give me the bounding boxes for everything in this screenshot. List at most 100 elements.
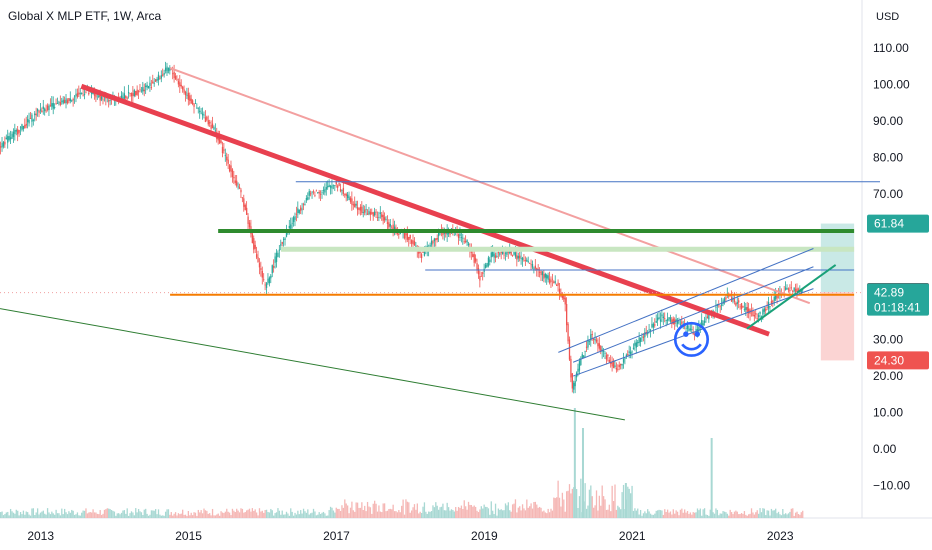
candle-body [465, 240, 467, 242]
trendline[interactable] [572, 266, 814, 363]
volume-bar [344, 499, 346, 518]
candle-body [492, 251, 494, 257]
candle-body [93, 93, 96, 96]
volume-bar [345, 503, 347, 518]
y-tick-label: 100.00 [873, 77, 910, 91]
volume-bar [684, 509, 686, 518]
volume-bar [695, 512, 697, 518]
trendline[interactable] [0, 308, 625, 421]
trendline[interactable] [80, 83, 770, 337]
volume-bar [156, 514, 158, 518]
candle-body [567, 323, 569, 342]
candle-body [88, 92, 90, 95]
volume-bar [383, 503, 386, 518]
volume-bar [152, 510, 154, 518]
trendline[interactable] [572, 288, 814, 377]
volume-bar [635, 510, 637, 518]
candle-body [382, 214, 384, 221]
candle-body [383, 217, 386, 221]
volume-bar [457, 506, 460, 518]
loss-zone [820, 291, 855, 361]
candle-body [341, 189, 343, 191]
volume-bar [73, 514, 76, 518]
candle-body [409, 234, 411, 239]
candle-body [36, 108, 39, 112]
trendline[interactable] [169, 67, 811, 305]
volume-bar [238, 512, 241, 518]
candle-body [125, 95, 127, 99]
candle-body [540, 270, 542, 276]
volume-bar [55, 509, 57, 518]
candle-body [374, 211, 376, 216]
volume-bar [200, 510, 202, 518]
smiley-annotation[interactable]: ☺ [671, 318, 713, 364]
volume-bar [514, 499, 517, 518]
volume-bar [351, 501, 353, 518]
volume-bar [317, 514, 319, 518]
candle-body [9, 137, 12, 140]
candle-body [159, 78, 161, 79]
volume-bar [733, 511, 736, 518]
candle-body [661, 314, 663, 317]
volume-bar [39, 512, 42, 518]
volume-bar [554, 498, 556, 518]
volume-bar [66, 514, 69, 518]
volume-bar [211, 508, 214, 518]
candle-body [735, 302, 737, 306]
volume-bar [469, 504, 471, 518]
candle-body [544, 273, 546, 278]
volume-bar [647, 509, 649, 518]
candle-body [706, 316, 709, 319]
candle-body [73, 96, 76, 98]
volume-bar [194, 512, 197, 518]
candle-body [607, 354, 609, 357]
volume-bar [715, 508, 717, 518]
candle-body [693, 333, 696, 335]
volume-bar [506, 505, 508, 518]
volume-bar [324, 513, 326, 518]
volume-bar [544, 512, 546, 518]
trendline[interactable] [746, 264, 837, 330]
candle-body [736, 302, 738, 304]
price-label-badge [867, 283, 929, 316]
volume-bar [401, 505, 403, 518]
candle-body [410, 240, 413, 244]
candle-body [197, 107, 199, 109]
candle-body [253, 238, 255, 250]
candle-body [386, 222, 389, 224]
volume-bar [597, 510, 599, 518]
volume-bar [72, 510, 74, 518]
volume-bar [594, 505, 596, 518]
candle-body [472, 254, 474, 257]
volume-bar [450, 509, 453, 518]
volume-bar [490, 501, 492, 518]
price-label-text: 42.89 [874, 286, 904, 300]
candle-body [682, 326, 684, 328]
volume-bar [719, 513, 721, 518]
volume-bar [359, 507, 362, 518]
candle-body [44, 108, 46, 112]
candle-body [436, 237, 438, 240]
candle-body [510, 250, 512, 255]
volume-bar [800, 512, 802, 518]
candle-body [496, 256, 498, 257]
volume-bar [510, 511, 512, 518]
candle-body [701, 320, 703, 327]
trendline[interactable] [558, 248, 814, 353]
candle-body [721, 304, 723, 306]
volume-bar [119, 514, 121, 518]
candle-body [568, 339, 571, 360]
volume-bar [257, 515, 259, 518]
candle-body [203, 114, 205, 116]
volume-bar [15, 509, 17, 518]
volume-bar [738, 514, 740, 518]
volume-bar [219, 515, 221, 518]
candle-body [675, 319, 677, 322]
candle-body [578, 360, 581, 371]
candle-body [775, 293, 777, 300]
volume-bar [529, 506, 531, 518]
candle-body [723, 298, 726, 303]
candle-body [516, 255, 518, 260]
